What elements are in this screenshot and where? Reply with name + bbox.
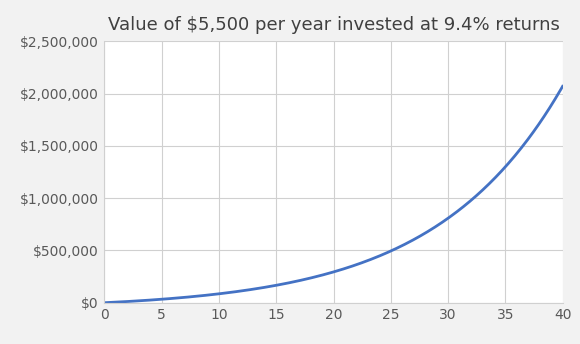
Title: Value of $5,500 per year invested at 9.4% returns: Value of $5,500 per year invested at 9.4… — [107, 16, 560, 34]
